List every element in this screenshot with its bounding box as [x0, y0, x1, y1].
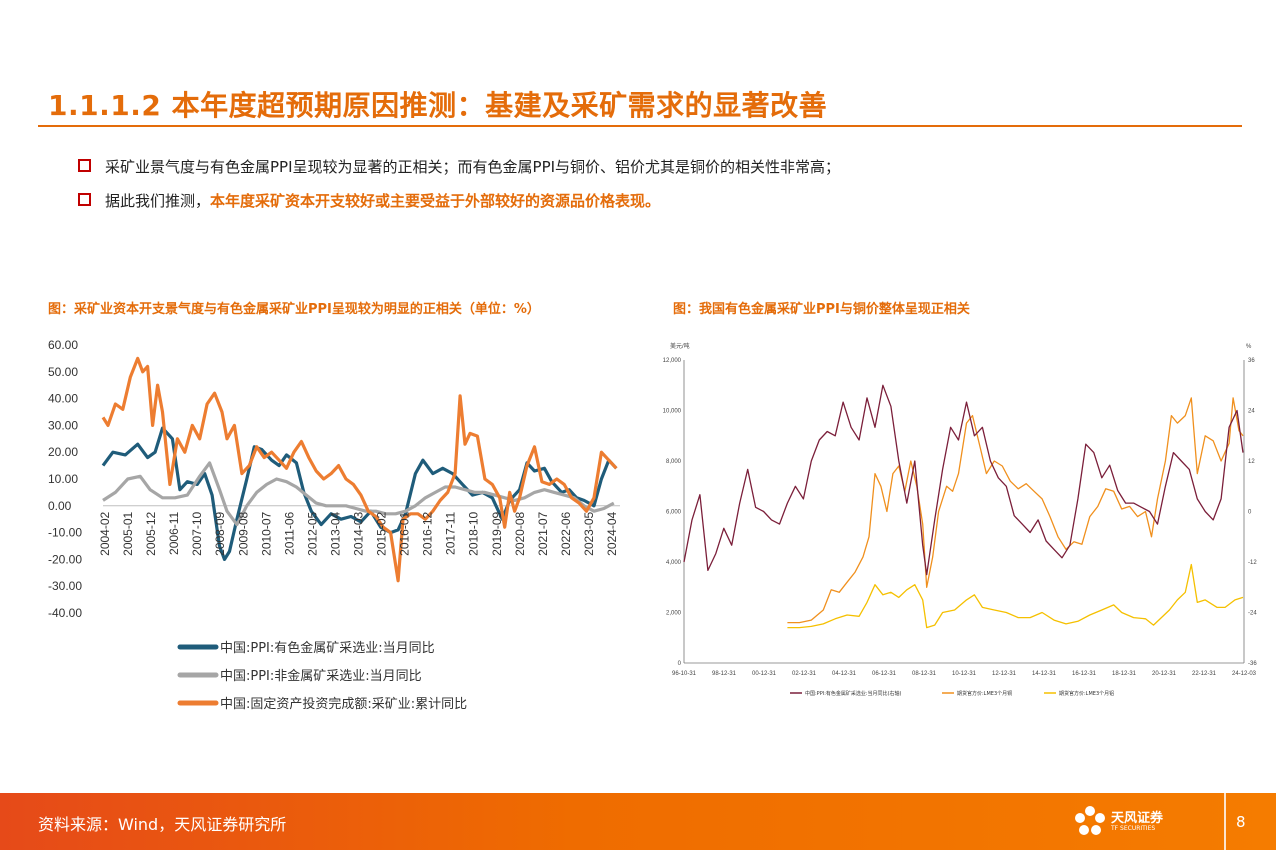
series-line — [787, 397, 1244, 624]
left-tick-label: 8,000 — [666, 459, 682, 465]
title-divider — [38, 125, 1242, 127]
x-tick-label: 2016-12 — [421, 511, 435, 555]
x-tick-label: 2007-10 — [190, 511, 204, 555]
x-tick-label: 02-12-31 — [792, 671, 817, 677]
x-tick-label: 2015-02 — [375, 511, 389, 555]
left-tick-label: 6,000 — [666, 510, 682, 516]
x-tick-label: 2024-04 — [605, 511, 619, 555]
x-tick-label: 2021-07 — [536, 511, 550, 555]
x-tick-label: 2016-01 — [398, 511, 412, 555]
left-tick-label: 10,000 — [663, 409, 682, 415]
x-tick-label: 2014-03 — [352, 511, 366, 555]
x-tick-label: 2006-11 — [167, 511, 181, 554]
legend-label: 期货官方价:LME3个月铝 — [1059, 690, 1114, 697]
right-tick-label: -12 — [1248, 560, 1257, 566]
logo-subtitle: TF SECURITIES — [1111, 825, 1156, 832]
left-tick-label: 12,000 — [663, 358, 682, 364]
square-bullet-icon — [78, 193, 91, 206]
flower-logo-icon — [1075, 806, 1105, 835]
x-tick-label: 2009-08 — [236, 511, 250, 555]
x-tick-label: 22-12-31 — [1192, 671, 1217, 677]
right-line-chart: 美元/吨 % 12,000 10,000 8,000 6,000 4,000 2,000 0 36… — [652, 335, 1272, 710]
x-tick-label: 2013-04 — [328, 511, 342, 555]
series-line — [683, 384, 1244, 576]
left-tick-label: 4,000 — [666, 560, 682, 566]
x-tick-label: 08-12-31 — [912, 671, 937, 677]
page-title: 1.1.1.2 本年度超预期原因推测：基建及采矿需求的显著改善 — [48, 89, 828, 122]
x-tick-label: 2004-02 — [98, 511, 112, 555]
y-tick-label: 60.00 — [48, 338, 78, 352]
y-tick-label: -40.00 — [48, 606, 82, 620]
x-tick-label: 96-10-31 — [672, 671, 697, 677]
legend-label: 中国:PPI:有色金属矿采选业:当月同比 — [220, 640, 435, 656]
right-tick-label: 24 — [1248, 409, 1255, 415]
y-tick-label: 40.00 — [48, 392, 78, 406]
x-tick-label: 00-12-31 — [752, 671, 777, 677]
x-tick-label: 2018-10 — [467, 511, 481, 555]
bullet-1: 采矿业景气度与有色金属PPI呈现较为显著的正相关；而有色金属PPI与铜价、铝价尤… — [78, 156, 840, 177]
x-tick-label: 2011-06 — [282, 511, 296, 554]
x-tick-label: 2008-09 — [213, 511, 227, 555]
bullet-2-highlight: 本年度采矿资本开支较好或主要受益于外部较好的资源品价格表现。 — [210, 192, 661, 210]
x-tick-label: 20-12-31 — [1152, 671, 1177, 677]
x-tick-label: 24-12-03 — [1232, 671, 1257, 677]
chart-background — [652, 335, 1272, 710]
x-tick-label: 2005-12 — [144, 511, 158, 555]
left-tick-label: 2,000 — [666, 611, 682, 617]
left-chart-caption: 图：采矿业资本开支景气度与有色金属采矿业PPI呈现较为明显的正相关（单位：%） — [48, 302, 540, 317]
x-tick-label: 2010-07 — [259, 511, 273, 555]
x-tick-label: 2019-09 — [490, 511, 504, 555]
x-tick-label: 2023-05 — [582, 511, 596, 555]
x-tick-label: 12-12-31 — [992, 671, 1017, 677]
x-tick-label: 2005-01 — [121, 511, 135, 555]
right-unit-label: % — [1246, 344, 1252, 350]
x-tick-label: 18-12-31 — [1112, 671, 1137, 677]
bullet-1-text: 采矿业景气度与有色金属PPI呈现较为显著的正相关；而有色金属PPI与铜价、铝价尤… — [105, 158, 841, 176]
footer-bar: 资料来源：Wind，天风证券研究所 天风证券 TF SECURITIES 8 — [0, 793, 1276, 850]
left-tick-label: 0 — [678, 661, 682, 667]
series-line — [101, 356, 618, 583]
y-tick-label: -20.00 — [48, 552, 82, 566]
y-tick-label: -30.00 — [48, 579, 82, 593]
legend-label: 中国:PPI:非金属矿采选业:当月同比 — [220, 668, 422, 684]
left-unit-label: 美元/吨 — [670, 342, 690, 350]
x-tick-label: 2012-05 — [305, 511, 319, 555]
x-tick-label: 16-12-31 — [1072, 671, 1097, 677]
y-tick-label: -10.00 — [48, 526, 82, 540]
x-tick-label: 2020-08 — [513, 511, 527, 555]
company-logo: 天风证券 TF SECURITIES — [1075, 803, 1235, 843]
legend-label: 期货官方价:LME3个月铜 — [957, 690, 1012, 697]
right-chart-caption: 图：我国有色金属采矿业PPI与铜价整体呈现正相关 — [673, 302, 970, 317]
series-line — [787, 563, 1244, 629]
page-number: 8 — [1236, 813, 1246, 831]
y-tick-label: 30.00 — [48, 418, 78, 432]
right-tick-label: 12 — [1248, 459, 1255, 465]
x-tick-label: 04-12-31 — [832, 671, 857, 677]
bullet-2-text: 据此我们推测， — [105, 192, 211, 210]
x-tick-label: 10-12-31 — [952, 671, 977, 677]
right-tick-label: -24 — [1248, 611, 1257, 617]
square-bullet-icon — [78, 159, 91, 172]
footer-separator — [1224, 793, 1226, 850]
x-tick-label: 14-12-31 — [1032, 671, 1057, 677]
legend-label: 中国:固定资产投资完成额:采矿业:累计同比 — [220, 696, 467, 712]
y-tick-label: 20.00 — [48, 445, 78, 459]
source-note: 资料来源：Wind，天风证券研究所 — [38, 815, 287, 834]
y-tick-label: 50.00 — [48, 365, 78, 379]
series-line — [102, 461, 615, 527]
x-tick-label: 2022-06 — [559, 511, 573, 555]
x-tick-label: 2017-11 — [444, 511, 458, 554]
right-tick-label: 0 — [1248, 510, 1252, 516]
logo-name: 天风证券 — [1111, 811, 1164, 826]
y-tick-label: 10.00 — [48, 472, 78, 486]
x-tick-label: 06-12-31 — [872, 671, 897, 677]
bullet-2: 据此我们推测，本年度采矿资本开支较好或主要受益于外部较好的资源品价格表现。 — [78, 190, 660, 211]
x-tick-label: 98-12-31 — [712, 671, 737, 677]
right-tick-label: 36 — [1248, 358, 1255, 364]
right-tick-label: -36 — [1248, 661, 1257, 667]
legend-label: 中国:PPI:有色金属矿采选业:当月同比(右轴) — [805, 690, 902, 697]
left-line-chart: 60.00 50.00 40.00 30.00 20.00 10.00 0.00 -10.00… — [48, 338, 620, 712]
y-tick-label: 0.00 — [48, 499, 72, 513]
